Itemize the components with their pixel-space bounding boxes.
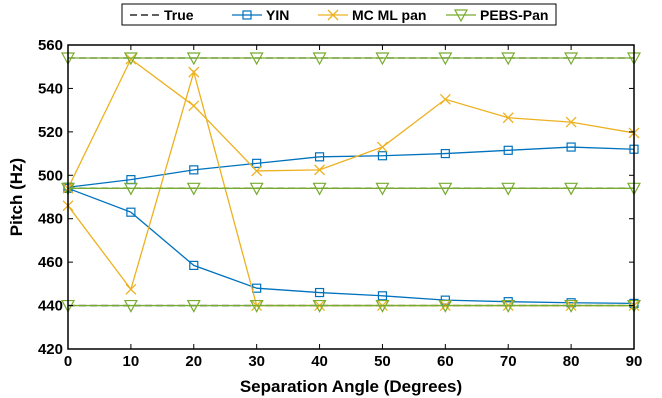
series-line-yin	[67, 187, 635, 305]
data-point-pebs-pan	[375, 299, 390, 313]
y-tick-label: 460	[38, 254, 63, 271]
legend-swatch-marker	[453, 9, 469, 23]
legend-label: PEBS-Pan	[480, 7, 548, 23]
x-tick-label: 30	[248, 353, 265, 370]
data-point-mc-ml-pan	[565, 116, 577, 128]
y-tick-label: 560	[38, 37, 63, 54]
data-point-pebs-pan	[312, 52, 327, 66]
data-point-pebs-pan	[312, 182, 327, 196]
legend-label: YIN	[266, 7, 289, 23]
data-point-pebs-pan	[438, 52, 453, 66]
y-tick-label: 440	[38, 298, 63, 315]
data-point-pebs-pan	[438, 182, 453, 196]
data-point-pebs-pan	[375, 182, 390, 196]
data-point-yin	[440, 148, 450, 159]
axis-ticks: 0 10 20 30 40 50 60 70 80 90 420 440 460 480 500 520 540…	[38, 37, 642, 370]
data-point-pebs-pan	[123, 299, 138, 313]
data-point-pebs-pan	[186, 52, 201, 66]
data-point-pebs-pan	[375, 52, 390, 66]
y-axis-label: Pitch (Hz)	[7, 158, 26, 236]
data-point-mc-ml-pan	[125, 53, 137, 65]
data-point-pebs-pan	[249, 52, 264, 66]
y-tick-label: 500	[38, 167, 63, 184]
data-point-yin	[126, 207, 136, 217]
y-tick-label: 480	[38, 211, 63, 228]
data-point-pebs-pan	[186, 299, 201, 313]
data-point-pebs-pan	[438, 299, 453, 313]
x-axis-label: Separation Angle (Degrees)	[240, 377, 462, 396]
x-tick-label: 80	[563, 353, 580, 370]
data-point-mc-ml-pan	[188, 66, 200, 78]
legend-swatch-marker	[327, 9, 339, 21]
data-point-pebs-pan	[501, 52, 516, 66]
data-point-mc-ml-pan	[188, 100, 200, 112]
x-tick-label: 70	[500, 353, 517, 370]
data-point-yin	[503, 145, 513, 155]
data-point-pebs-pan	[501, 299, 516, 313]
x-tick-label: 40	[311, 353, 328, 370]
series-yin	[63, 142, 639, 308]
x-tick-label: 50	[374, 353, 391, 370]
data-point-yin	[566, 298, 576, 308]
data-point-yin	[314, 287, 325, 298]
legend: True YIN MC ML pan PEBS-Pan	[121, 3, 557, 26]
data-point-pebs-pan	[123, 52, 138, 66]
plot-frame	[67, 44, 635, 350]
data-point-yin	[189, 260, 199, 270]
legend-label: True	[164, 7, 194, 23]
data-point-pebs-pan	[501, 182, 516, 196]
data-point-pebs-pan	[123, 182, 138, 196]
data-point-pebs-pan	[564, 299, 579, 313]
data-point-mc-ml-pan	[314, 164, 326, 176]
data-point-pebs-pan	[186, 182, 201, 196]
x-tick-label: 60	[437, 353, 454, 370]
legend-swatch-marker	[242, 10, 252, 20]
data-point-pebs-pan	[249, 182, 264, 196]
data-point-yin	[566, 142, 576, 152]
x-tick-label: 20	[185, 353, 202, 370]
x-tick-label: 0	[64, 353, 72, 370]
series-line-mc-ml-pan	[67, 58, 635, 189]
data-point-yin	[377, 291, 388, 301]
data-point-mc-ml-pan	[125, 283, 137, 295]
y-tick-label: 540	[38, 80, 63, 97]
data-point-mc-ml-pan	[502, 112, 514, 124]
series-true	[68, 57, 634, 307]
data-point-yin	[377, 151, 388, 161]
y-tick-label: 420	[38, 341, 63, 358]
data-point-yin	[189, 165, 199, 175]
y-tick-label: 520	[38, 124, 63, 141]
legend-label: MC ML pan	[352, 7, 426, 23]
data-point-mc-ml-pan	[251, 165, 263, 177]
data-point-yin	[252, 158, 262, 168]
series-layer	[60, 52, 642, 313]
data-point-mc-ml-pan	[439, 93, 451, 105]
data-point-pebs-pan	[312, 299, 327, 313]
series-line-yin	[67, 146, 635, 188]
data-point-pebs-pan	[564, 52, 579, 66]
data-point-yin	[314, 152, 325, 162]
x-tick-label: 90	[626, 353, 643, 370]
series-mc-ml-pan	[62, 53, 640, 312]
series-pebs-pan	[60, 52, 642, 313]
data-point-yin	[252, 283, 262, 293]
x-tick-label: 10	[123, 353, 140, 370]
data-point-pebs-pan	[564, 182, 579, 196]
data-point-mc-ml-pan	[376, 141, 388, 153]
data-point-pebs-pan	[249, 299, 264, 313]
